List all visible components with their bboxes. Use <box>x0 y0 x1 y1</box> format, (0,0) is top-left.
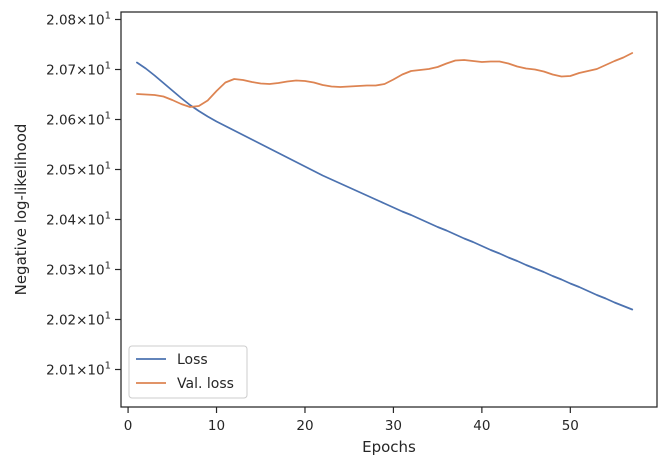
x-tick-label: 30 <box>385 418 402 434</box>
legend-label-val-loss: Val. loss <box>177 376 234 392</box>
legend-label-loss: Loss <box>177 352 208 368</box>
y-tick-label: 2.04×101 <box>46 211 111 229</box>
series-line-val-loss <box>136 52 634 108</box>
x-axis-ticks: 0 10 20 30 40 50 <box>124 407 579 434</box>
y-tick-label: 2.07×101 <box>46 61 111 79</box>
x-tick-label: 20 <box>296 418 313 434</box>
y-tick-label: 2.08×101 <box>46 11 111 29</box>
x-tick-label: 50 <box>562 418 579 434</box>
x-tick-label: 10 <box>208 418 225 434</box>
y-tick-label: 2.03×101 <box>46 261 111 279</box>
x-axis-label: Epochs <box>362 438 416 456</box>
y-tick-label: 2.01×101 <box>46 361 111 379</box>
y-tick-label: 2.06×101 <box>46 111 111 129</box>
series-line-loss <box>136 61 634 311</box>
y-axis-label: Negative log-likelihood <box>12 124 30 296</box>
x-tick-label: 40 <box>473 418 490 434</box>
legend: Loss Val. loss <box>128 345 248 399</box>
y-tick-label: 2.02×101 <box>46 311 111 329</box>
plot-lines <box>136 52 634 311</box>
plot-frame <box>120 11 658 408</box>
y-tick-label: 2.05×101 <box>46 161 111 179</box>
x-tick-label: 0 <box>124 418 133 434</box>
y-axis-ticks: 2.01×101 2.02×101 2.03×101 2.04×101 2.05×101… <box>46 11 121 379</box>
